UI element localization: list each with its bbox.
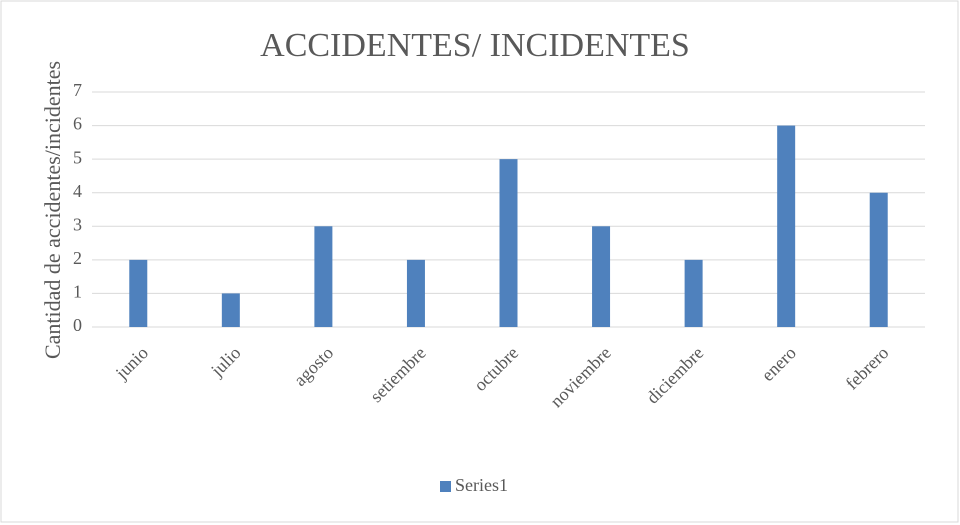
bar [869,192,888,327]
y-tick-label: 5 [73,147,82,167]
bar [406,259,425,327]
chart-title: ACCIDENTES/ INCIDENTES [260,27,690,64]
bar [684,259,703,327]
legend-label: Series1 [455,475,508,495]
y-tick-label: 7 [73,80,82,100]
y-axis-label: Cantidad de accidentes/incidentes [40,61,65,359]
bar [314,226,333,327]
legend-swatch [440,481,451,492]
y-tick-label: 3 [73,214,82,234]
y-tick-label: 0 [73,315,82,335]
y-tick-label: 4 [73,181,82,201]
bar [592,226,611,327]
bar [499,159,518,327]
y-tick-label: 2 [73,248,82,268]
bar [221,293,240,327]
bar [129,259,148,327]
y-tick-label: 1 [73,282,82,302]
bar [777,125,796,327]
y-tick-label: 6 [73,114,82,134]
